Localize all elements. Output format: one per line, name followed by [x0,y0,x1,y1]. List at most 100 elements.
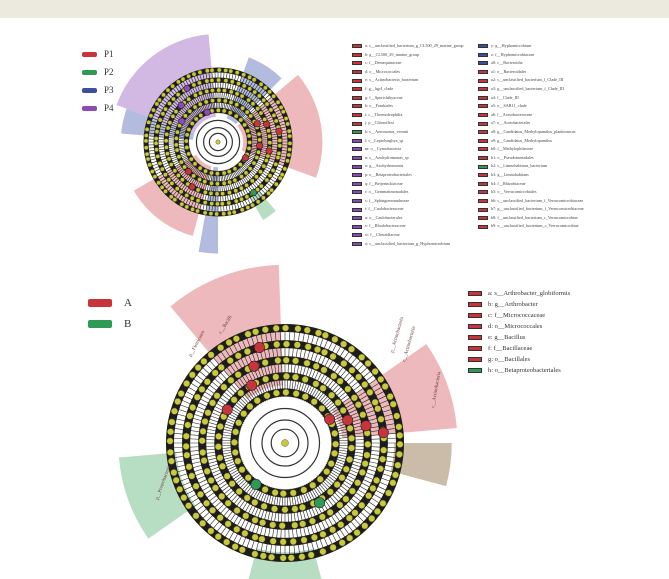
bottom-node [374,405,382,413]
top-key-text: o: g__Azohydromonas [365,163,404,169]
top-key-swatch [478,104,488,109]
bottom-node [281,506,289,514]
bottom-node [233,525,241,533]
bottom-key-item: b: g__Arthrobacter [468,299,570,310]
bottom-node [223,472,231,480]
top-inner-arc [195,119,241,165]
top-node [208,191,214,196]
top-key-item: b5: o__Verrucomicrobiales [478,188,584,197]
bottom-node [345,514,353,522]
top-node [169,181,175,186]
top-node [202,210,208,216]
top-node [285,158,290,164]
top-node [193,116,199,122]
bottom-node [168,418,176,426]
top-branch [228,168,247,210]
top-key-text: b0: f__Methylophilaceae [491,146,533,152]
top-node [234,91,240,97]
bottom-node [336,501,344,509]
bottom-node [340,360,348,367]
top-node [277,175,283,181]
top-node [250,202,255,208]
bottom-node [354,479,362,487]
top-node [163,106,168,112]
top-node [254,174,259,180]
bottom-node [253,397,261,405]
bottom-key-item: e: g__Bacillus [468,332,570,343]
top-node [221,211,226,217]
taxa-key-bottom: a: s__Arthrobacter_globiformis b: g__Arth… [468,288,570,376]
bottom-branch [226,341,263,404]
top-node [256,131,262,137]
top-node [270,168,276,173]
top-key-item: m: o__Cyanobacteria [352,145,464,154]
top-key-swatch [352,198,362,203]
top-branch [155,102,194,127]
bottom-node [294,325,302,333]
bottom-key-item: h: o__Betaproteobacteriales [468,365,570,376]
top-key-text: q: f__Beijerinckiaceae [365,180,403,186]
bottom-branch [178,393,244,424]
top-node [278,105,284,110]
top-node [223,68,228,73]
bottom-branch [173,456,242,479]
top-key-item: a3: g__unclassified_bacterium_f_Clade_II… [478,85,584,94]
top-node [145,156,151,162]
top-key-item: i: c__Thermoleophilia [352,111,464,120]
bottom-node [379,499,387,507]
top-node [198,113,204,118]
bottom-node [319,384,327,392]
bottom-branch [324,384,387,421]
top-node [178,189,184,194]
bottom-node [262,375,270,383]
bottom-node [314,346,321,354]
top-node [209,201,214,206]
bottom-node [361,522,369,530]
top-key-swatch [352,95,362,100]
top-key-text: j: p__Chloroflexi [365,120,394,126]
bottom-branch [279,325,284,398]
bottom-node [321,331,329,339]
bottom-biomarker-node [314,497,325,509]
bottom-node [301,393,309,401]
top-key-text: d: o__Micrococcales [365,68,400,74]
top-branch [238,162,271,195]
top-key-swatch [352,224,362,229]
bottom-node [180,494,188,502]
bottom-node [279,538,287,546]
bottom-node [308,517,316,525]
bottom-node [182,432,190,440]
bottom-node [337,521,345,529]
top-node [165,151,170,156]
top-node [239,186,244,191]
top-node [174,142,179,148]
bottom-node [203,467,211,475]
bottom-node [234,457,242,465]
bottom-node [316,475,324,483]
bottom-node [361,381,369,389]
bottom-node [237,389,245,397]
top-branch [226,71,241,115]
top-node [210,98,215,103]
bottom-node [272,389,280,397]
bottom-node [371,398,379,406]
top-node [231,209,237,215]
bottom-node [192,482,200,490]
bottom-node [342,495,350,503]
bottom-node [346,424,354,432]
bottom-node [172,476,180,484]
bottom-node [182,442,190,450]
top-node [227,210,232,216]
bottom-node [278,522,286,530]
top-key-text: t: f__Caulobacteraceae [365,206,404,212]
top-node [157,161,163,166]
bottom-node [185,502,193,510]
top-key-item: a2: s__unclassified_bacterium_f_Clade_II… [478,76,584,85]
bottom-node [244,474,252,482]
top-branch [150,152,192,171]
top-node [267,140,273,145]
top-node [161,92,166,98]
top-node [180,76,186,82]
bottom-key-text: c: f__Micrococcaceae [488,312,546,319]
bottom-branch [235,484,266,550]
